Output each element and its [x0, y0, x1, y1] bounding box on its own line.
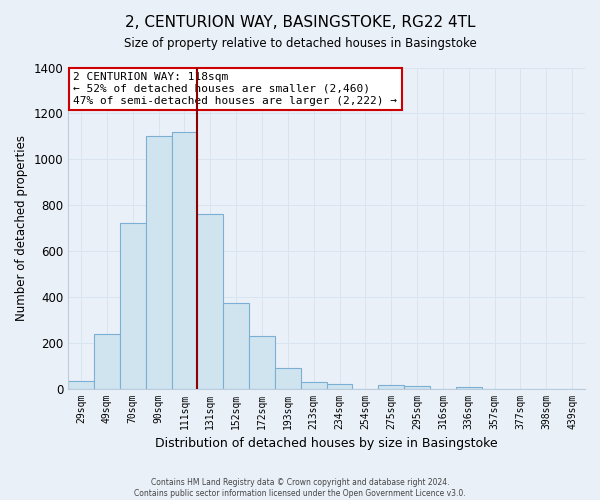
- Y-axis label: Number of detached properties: Number of detached properties: [15, 135, 28, 321]
- Bar: [120, 224, 146, 388]
- Bar: [146, 136, 172, 388]
- Text: 2, CENTURION WAY, BASINGSTOKE, RG22 4TL: 2, CENTURION WAY, BASINGSTOKE, RG22 4TL: [125, 15, 475, 30]
- Text: Contains HM Land Registry data © Crown copyright and database right 2024.
Contai: Contains HM Land Registry data © Crown c…: [134, 478, 466, 498]
- Bar: [301, 382, 326, 388]
- Bar: [172, 132, 197, 388]
- Bar: [68, 380, 94, 388]
- Bar: [404, 386, 430, 388]
- Text: Size of property relative to detached houses in Basingstoke: Size of property relative to detached ho…: [124, 38, 476, 51]
- Bar: [197, 214, 223, 388]
- Bar: [223, 302, 249, 388]
- X-axis label: Distribution of detached houses by size in Basingstoke: Distribution of detached houses by size …: [155, 437, 498, 450]
- Text: 2 CENTURION WAY: 118sqm
← 52% of detached houses are smaller (2,460)
47% of semi: 2 CENTURION WAY: 118sqm ← 52% of detache…: [73, 72, 397, 106]
- Bar: [275, 368, 301, 388]
- Bar: [249, 336, 275, 388]
- Bar: [94, 334, 120, 388]
- Bar: [326, 384, 352, 388]
- Bar: [378, 385, 404, 388]
